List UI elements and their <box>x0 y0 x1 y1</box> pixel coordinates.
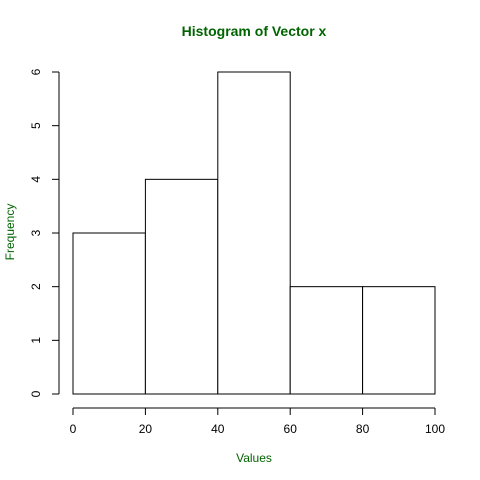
bars-group <box>72 71 436 395</box>
histogram-bar-4 <box>362 286 436 395</box>
x-tick-label: 40 <box>211 422 225 436</box>
y-tick-label: 5 <box>29 122 43 129</box>
y-tick-label: 6 <box>29 68 43 75</box>
histogram-bar-1 <box>144 178 219 395</box>
x-axis: 0 20 40 60 80 100 <box>70 407 445 436</box>
x-tick-label: 20 <box>139 422 153 436</box>
x-tick-label: 0 <box>70 422 77 436</box>
y-tick-label: 0 <box>29 390 43 397</box>
x-axis-label: Values <box>236 451 272 465</box>
y-tick-label: 3 <box>29 229 43 236</box>
y-tick-label: 4 <box>29 176 43 183</box>
x-tick-label: 80 <box>356 422 370 436</box>
chart-title: Histogram of Vector x <box>182 23 327 39</box>
x-tick-label: 100 <box>425 422 445 436</box>
histogram-bar-0 <box>72 232 146 395</box>
x-tick-label: 60 <box>284 422 298 436</box>
y-tick-label: 1 <box>29 337 43 344</box>
y-axis: 0 1 2 3 4 5 6 <box>29 68 60 397</box>
histogram-bar-2 <box>217 71 291 395</box>
histogram-bar-3 <box>289 286 364 395</box>
y-axis-label: Frequency <box>3 204 17 261</box>
y-tick-label: 2 <box>29 283 43 290</box>
